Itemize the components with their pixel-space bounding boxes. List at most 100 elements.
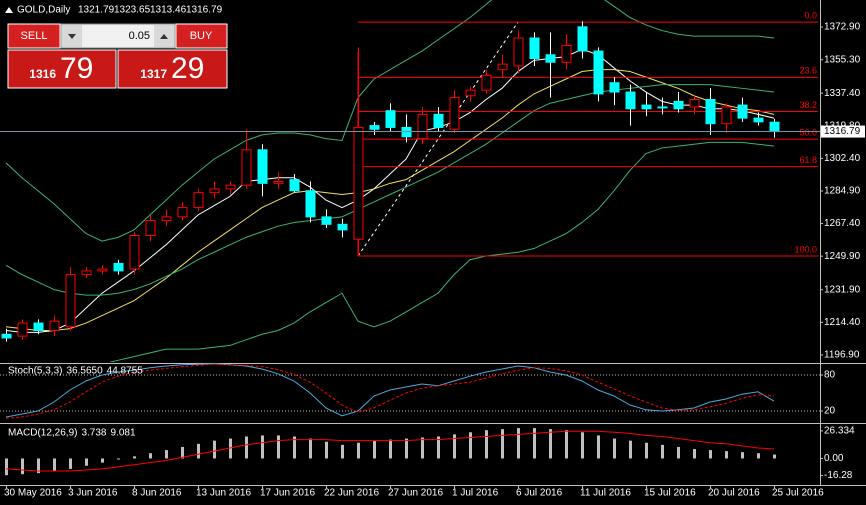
one-click-trading: SELL 0.05 BUY 1316 79 1317 29 xyxy=(7,23,228,89)
y-tick-label: 80 xyxy=(824,370,836,381)
x-tick-label: 11 Jul 2016 xyxy=(580,488,631,499)
histogram-bar xyxy=(37,458,40,474)
oscillator-line xyxy=(5,363,775,419)
ask-small: 29 xyxy=(171,52,204,85)
histogram-bar xyxy=(53,458,56,472)
histogram-bar xyxy=(277,435,280,459)
candle-body xyxy=(737,104,748,119)
fib-label: 61.8 xyxy=(799,155,817,165)
arrow-up xyxy=(160,34,168,39)
candle-body xyxy=(17,322,28,337)
x-tick-label: 22 Jun 2016 xyxy=(324,488,379,499)
histogram-bar xyxy=(85,458,88,466)
histogram-bar xyxy=(437,436,440,459)
x-tick-label: 20 Jul 2016 xyxy=(708,488,760,499)
candle-body xyxy=(33,322,44,332)
y-tick-label: 1302.40 xyxy=(824,153,861,164)
candle-body xyxy=(721,106,732,125)
x-tick-label: 13 Jun 2016 xyxy=(196,488,251,499)
sell-button[interactable] xyxy=(7,23,61,49)
x-tick-label: 6 Jul 2016 xyxy=(516,488,563,499)
fib-label: 23.6 xyxy=(799,66,817,76)
histogram-bar xyxy=(245,436,248,459)
candle-body xyxy=(337,223,348,231)
bid-box[interactable] xyxy=(7,49,117,89)
histogram-bar xyxy=(309,438,312,459)
candle-body xyxy=(225,184,236,190)
arrow-down xyxy=(68,34,76,39)
histogram-bar xyxy=(453,434,456,459)
histogram-bar xyxy=(117,458,120,460)
candle-body xyxy=(321,216,332,225)
histogram-bar xyxy=(517,428,520,459)
ohlc-close: 1316.79 xyxy=(186,5,223,16)
candle-body xyxy=(97,268,108,272)
y-tick-label: 0.00 xyxy=(824,453,844,464)
histogram-bar xyxy=(677,446,680,459)
y-tick-label: 1267.40 xyxy=(824,218,861,229)
candle-body xyxy=(305,190,316,218)
signal-line xyxy=(5,430,775,472)
candle-body xyxy=(401,126,412,138)
fib-trend-line xyxy=(357,21,519,257)
y-tick-label: 1355.30 xyxy=(824,54,861,65)
x-tick-label: 25 Jul 2016 xyxy=(772,488,824,499)
candle-body xyxy=(433,113,444,128)
histogram-bar xyxy=(181,446,184,459)
histogram-bar xyxy=(709,450,712,459)
indicator-line xyxy=(5,84,775,296)
histogram-bar xyxy=(757,453,760,459)
stoch-lines xyxy=(5,363,775,419)
panel-value: 3.738 xyxy=(81,428,106,439)
y-tick-label: 1196.90 xyxy=(824,350,860,361)
fib-label: 50.0 xyxy=(799,127,817,137)
candle-body xyxy=(49,320,60,332)
histogram-bar xyxy=(581,432,584,459)
candle-body xyxy=(273,180,284,184)
indicator-line xyxy=(108,141,775,362)
histogram-bar xyxy=(629,440,632,459)
candle-body xyxy=(545,54,556,63)
candle-body xyxy=(689,98,700,108)
indicator-line xyxy=(5,0,775,242)
histogram-bar xyxy=(165,450,168,459)
price-label: 1316.79 xyxy=(824,126,861,137)
candle-body xyxy=(577,26,588,52)
histogram-bar xyxy=(645,442,648,459)
histogram-bar xyxy=(565,430,568,459)
panel-value: 44.8755 xyxy=(107,366,144,377)
candle-body xyxy=(657,106,668,109)
candle-body xyxy=(353,126,364,240)
y-tick-label: 20 xyxy=(824,406,836,417)
sell-label: SELL xyxy=(21,30,48,42)
x-tick-label: 30 May 2016 xyxy=(4,488,62,499)
candle-body xyxy=(145,220,156,236)
histogram-bar xyxy=(421,437,424,459)
fib-label: 38.2 xyxy=(799,100,817,110)
y-tick-label: -16.28 xyxy=(824,470,853,481)
x-tick-label: 3 Jun 2016 xyxy=(68,488,118,499)
candle-body xyxy=(769,121,780,133)
ask-box[interactable] xyxy=(117,49,228,89)
y-tick-label: 1231.90 xyxy=(824,284,861,295)
histogram-bar xyxy=(549,429,552,459)
candle-body xyxy=(369,125,380,130)
candle-body xyxy=(529,37,540,60)
candle-body xyxy=(81,270,92,276)
ask-big: 1317 xyxy=(140,67,167,81)
y-tick-label: 1214.40 xyxy=(824,317,861,328)
histogram-bar xyxy=(741,452,744,459)
candle-body xyxy=(609,82,620,93)
histogram-bar xyxy=(197,443,200,459)
panel-title: Stoch(5,3,3) xyxy=(8,366,62,377)
candle-body xyxy=(641,104,652,110)
buy-button[interactable] xyxy=(175,23,228,49)
histogram-bar xyxy=(613,438,616,459)
collapse-icon[interactable] xyxy=(5,7,13,13)
histogram-bar xyxy=(69,458,72,469)
candle-body xyxy=(193,192,204,209)
y-tick-label: 26.334 xyxy=(824,426,855,437)
histogram-bar xyxy=(389,439,392,459)
x-tick-label: 27 Jun 2016 xyxy=(388,488,443,499)
